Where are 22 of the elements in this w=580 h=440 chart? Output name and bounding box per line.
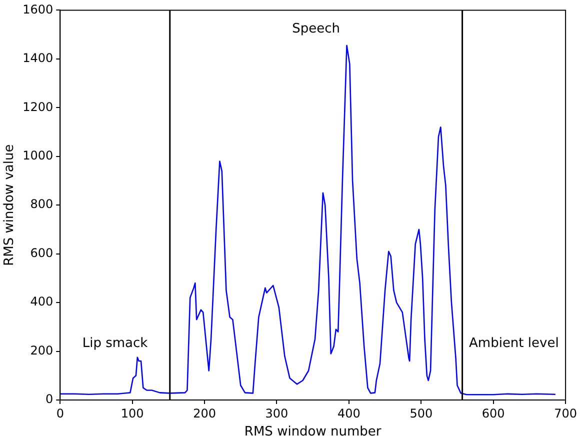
- y-tick-label: 400: [30, 294, 54, 309]
- y-tick-label: 1400: [22, 51, 54, 66]
- y-tick-label: 1000: [22, 148, 54, 162]
- x-tick-label: 200: [193, 406, 216, 420]
- y-axis-title: RMS window value: [2, 144, 18, 266]
- y-tick-label: 200: [30, 343, 54, 358]
- annotation: Speech: [292, 22, 340, 37]
- x-tick-label: 300: [265, 406, 288, 420]
- x-tick-label: 600: [482, 406, 505, 420]
- x-tick-label: 500: [410, 406, 433, 420]
- x-tick-label: 0: [56, 406, 64, 420]
- annotation: Ambient level: [469, 336, 559, 351]
- y-tick-label: 600: [30, 246, 54, 260]
- y-tick-label: 800: [30, 197, 54, 212]
- x-axis-title: RMS window number: [244, 424, 382, 440]
- y-tick-label: 1200: [22, 100, 54, 114]
- x-tick-label: 100: [120, 406, 144, 420]
- annotation: Lip smack: [82, 336, 148, 351]
- x-tick-label: 700: [554, 406, 577, 420]
- y-tick-label: 1600: [22, 2, 54, 16]
- x-tick-label: 400: [337, 406, 360, 420]
- y-tick-label: 0: [46, 392, 54, 406]
